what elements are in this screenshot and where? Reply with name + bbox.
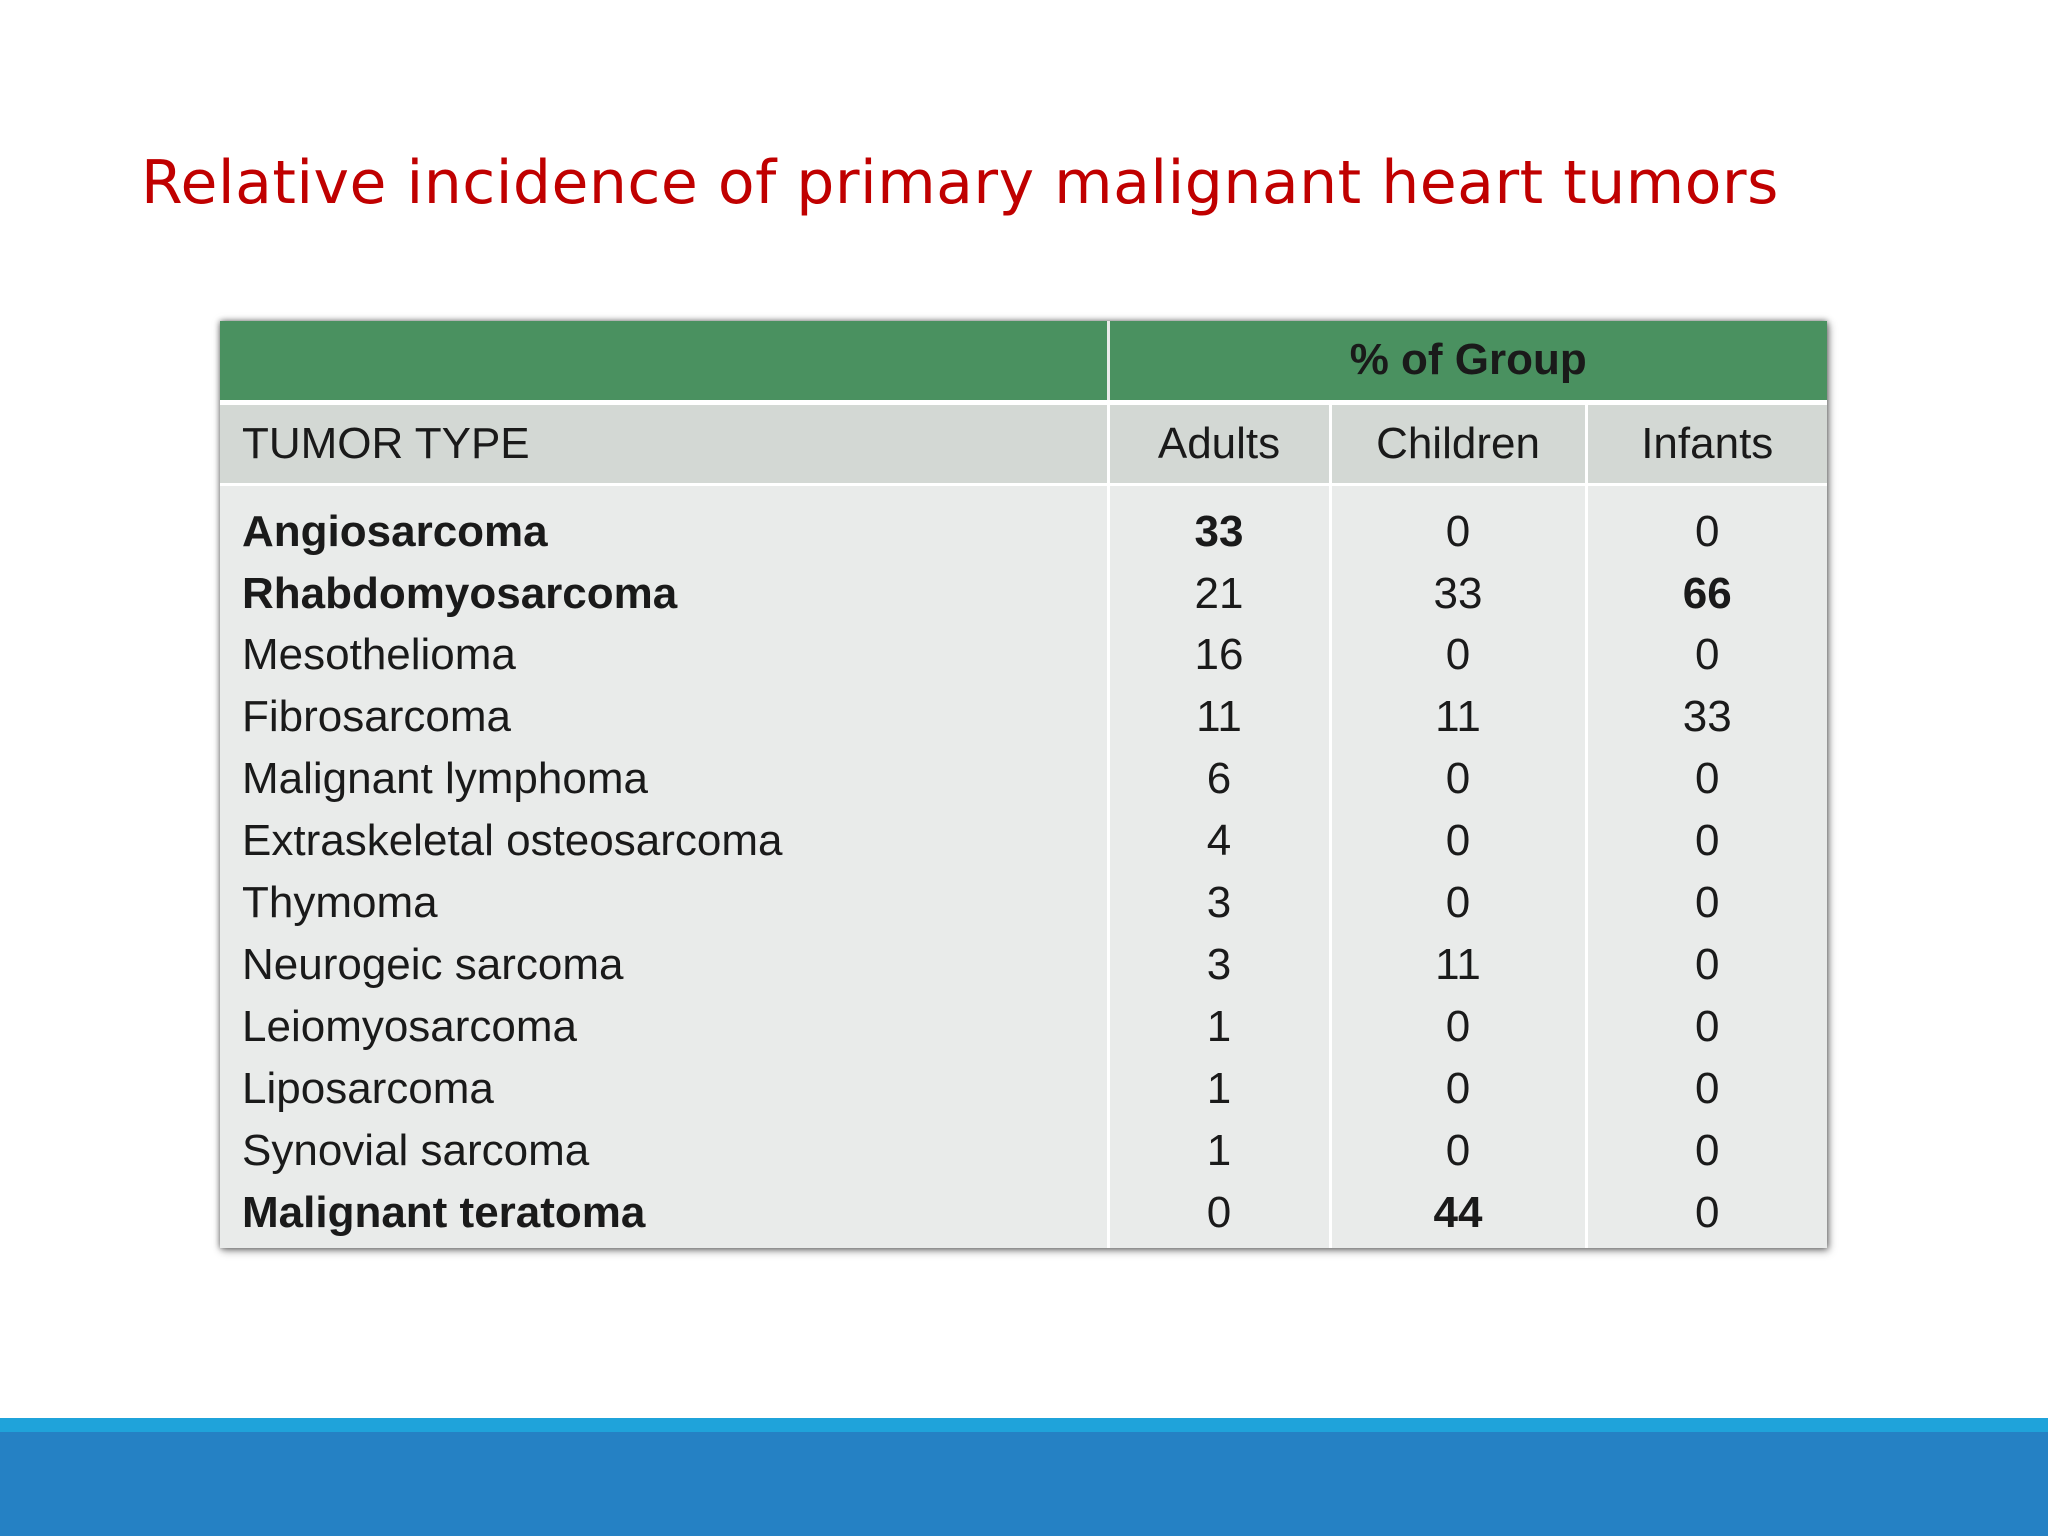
table-row: Malignant lymphoma 6 0 0 [220,748,1827,811]
adults-value-cell: 21 [1106,562,1330,625]
tumor-type-cell: Mesothelioma [242,630,516,680]
children-value-cell: 0 [1328,1119,1586,1182]
tumor-type-cell: Malignant lymphoma [242,754,648,804]
infants-value-cell: 0 [1584,624,1827,687]
slide-title: Relative incidence of primary malignant … [141,148,1779,218]
adults-value-cell: 6 [1106,748,1330,811]
infants-value-cell: 0 [1584,484,1827,563]
adults-value-cell: 1 [1106,1057,1330,1120]
table-body: % of Group TUMOR TYPE Adults Children In… [220,321,1827,487]
tumor-type-cell: Leiomyosarcoma [242,1002,578,1052]
infants-value-cell: 0 [1584,1057,1827,1120]
children-value-cell: 11 [1328,934,1586,996]
group-header-row: % of Group [220,321,1827,405]
tumor-type-cell: Angiosarcoma [242,506,548,556]
column-header-infants: Infants [1584,402,1827,487]
table-row: Leiomyosarcoma 1 0 0 [220,995,1827,1058]
tumor-incidence-table-container: % of Group TUMOR TYPE Adults Children In… [220,321,1827,1248]
group-header-label: % of Group [1106,321,1827,405]
tumor-type-cell: Neurogeic sarcoma [242,940,624,990]
children-value-cell: 0 [1328,748,1586,811]
children-value-cell: 11 [1328,686,1586,749]
children-value-cell: 0 [1328,872,1586,935]
adults-value-cell: 3 [1106,934,1330,996]
table-row: Fibrosarcoma 11 11 33 [220,686,1827,749]
table-row: Angiosarcoma 33 0 0 [220,484,1827,563]
adults-value-cell: 3 [1106,872,1330,935]
adults-value-cell: 0 [1106,1181,1330,1248]
tumor-incidence-table: % of Group TUMOR TYPE Adults Children In… [220,321,1827,1248]
adults-value-cell: 1 [1106,1119,1330,1182]
tumor-type-cell: Synovial sarcoma [242,1126,590,1176]
table-row: Mesothelioma 16 0 0 [220,624,1827,687]
children-value-cell: 0 [1328,810,1586,873]
infants-value-cell: 0 [1584,1181,1827,1248]
column-header-row: TUMOR TYPE Adults Children Infants [220,402,1827,487]
children-value-cell: 44 [1328,1181,1586,1248]
group-header-blank-cell [220,321,1108,405]
table-row: Rhabdomyosarcoma 21 33 66 [220,562,1827,625]
infants-value-cell: 0 [1584,810,1827,873]
table-row: Malignant teratoma 0 44 0 [220,1181,1827,1248]
children-value-cell: 0 [1328,1057,1586,1120]
column-header-adults: Adults [1106,402,1330,487]
table-row: Extraskeletal osteosarcoma 4 0 0 [220,810,1827,873]
children-value-cell: 0 [1328,995,1586,1058]
adults-value-cell: 1 [1106,995,1330,1058]
infants-value-cell: 0 [1584,1119,1827,1182]
infants-value-cell: 33 [1584,686,1827,749]
column-header-children: Children [1328,402,1586,487]
table-row: Liposarcoma 1 0 0 [220,1057,1827,1120]
children-value-cell: 33 [1328,562,1586,625]
column-header-tumor-type: TUMOR TYPE [220,402,1108,487]
infants-value-cell: 0 [1584,872,1827,935]
tumor-type-cell: Rhabdomyosarcoma [242,568,678,618]
tumor-type-cell: Liposarcoma [242,1064,494,1114]
infants-value-cell: 0 [1584,748,1827,811]
tumor-type-cell: Malignant teratoma [242,1188,646,1238]
tumor-type-cell: Thymoma [242,878,438,928]
table-row: Thymoma 3 0 0 [220,872,1827,935]
infants-value-cell: 66 [1584,562,1827,625]
footer-band-light [0,1418,2048,1432]
table-row: Neurogeic sarcoma 3 11 0 [220,934,1827,996]
tumor-type-cell: Extraskeletal osteosarcoma [242,816,783,866]
children-value-cell: 0 [1328,484,1586,563]
adults-value-cell: 11 [1106,686,1330,749]
adults-value-cell: 16 [1106,624,1330,687]
table-row: Synovial sarcoma 1 0 0 [220,1119,1827,1182]
infants-value-cell: 0 [1584,934,1827,996]
infants-value-cell: 0 [1584,995,1827,1058]
table-rows: Angiosarcoma 33 0 0 Rhabdomyosarcoma 21 33 66 Me… [220,484,1827,1248]
adults-value-cell: 33 [1106,484,1330,563]
footer-band-dark [0,1432,2048,1536]
children-value-cell: 0 [1328,624,1586,687]
tumor-type-cell: Fibrosarcoma [242,692,511,742]
adults-value-cell: 4 [1106,810,1330,873]
